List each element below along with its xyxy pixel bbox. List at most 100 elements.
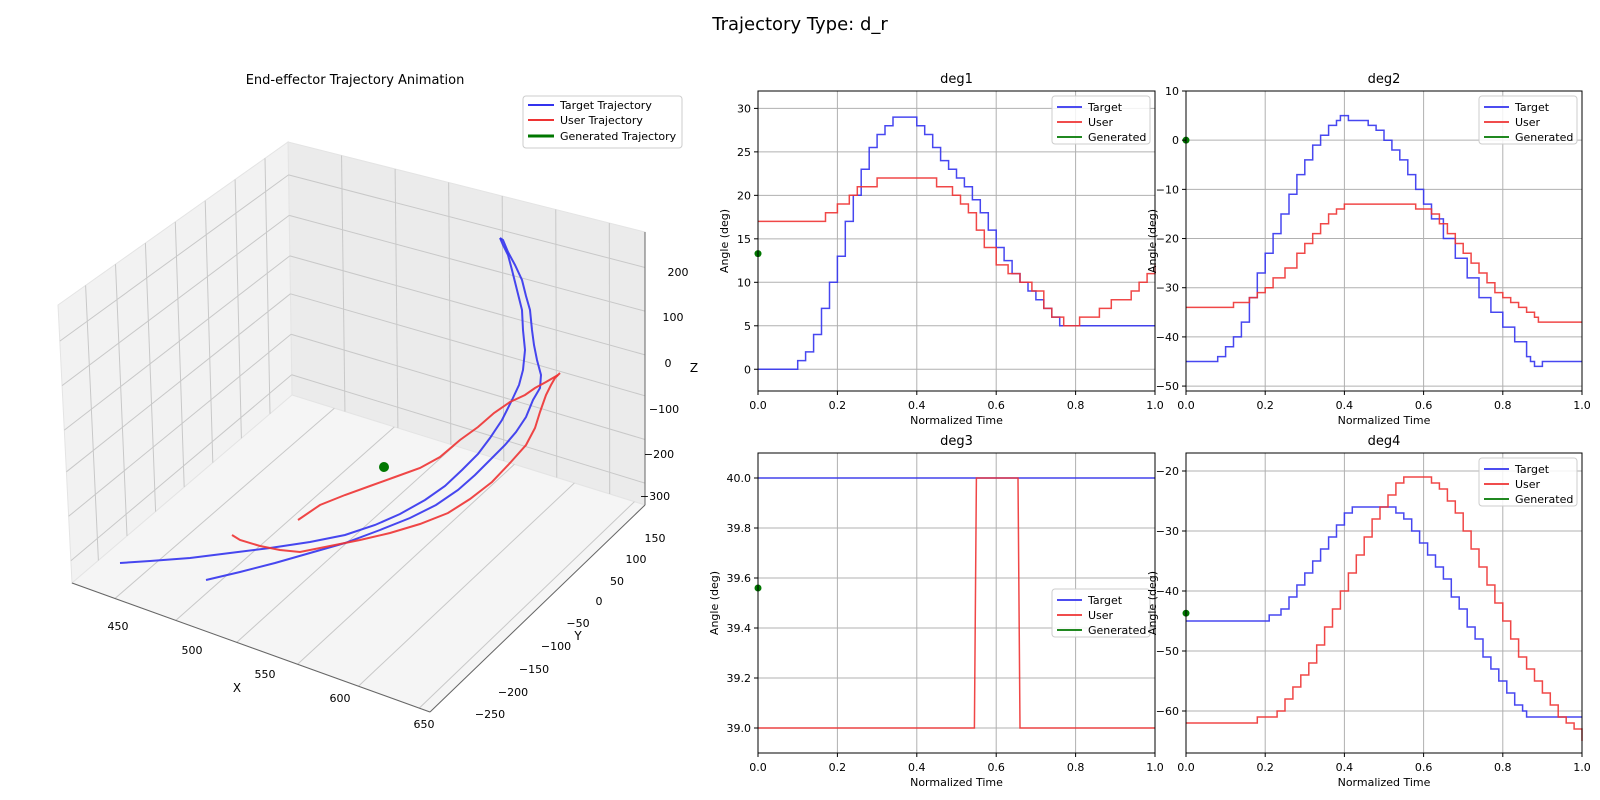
traj3d-back-gridline	[341, 155, 346, 412]
traj3d-title: End-effector Trajectory Animation	[246, 73, 465, 88]
deg2-title: deg2	[1368, 72, 1401, 87]
traj3d-floor-gridline	[297, 463, 515, 665]
traj3d-z-tick-label: −300	[640, 490, 670, 503]
deg1-x-tick-label: 0.2	[829, 399, 847, 412]
deg1-user-line	[758, 177, 1156, 327]
deg4-legend-generated: Generated	[1515, 493, 1573, 506]
traj3d-ticks: 450500550600650150100500−50−100−150−200−…	[108, 266, 689, 731]
traj3d-y-tick-label: −200	[498, 686, 528, 699]
traj3d-x-tick-label: 450	[108, 620, 129, 633]
traj3d-y-tick-label: 150	[645, 532, 666, 545]
deg2-x-tick-label: 0.8	[1494, 399, 1512, 412]
traj3d-xlabel: X	[233, 681, 241, 695]
traj3d-z-gridline-back	[288, 174, 646, 268]
traj3d-z-gridline-left	[70, 374, 293, 562]
deg2-xlabel: Normalized Time	[1338, 414, 1431, 427]
deg4-y-tick-label: −20	[1156, 465, 1179, 478]
traj3d-target-line-a	[119, 237, 527, 564]
traj3d-z-tick-label: 0	[665, 357, 672, 370]
deg4-legend-target: Target	[1514, 463, 1550, 476]
deg1-xlabel: Normalized Time	[910, 414, 1003, 427]
traj3d-z-tick-label: −200	[644, 448, 674, 461]
deg3-x-tick-label: 0.4	[908, 761, 926, 774]
traj3d-back-gridline	[448, 182, 452, 445]
traj3d-legend-user: User Trajectory	[560, 114, 643, 127]
traj3d-legend-target: Target Trajectory	[559, 99, 652, 112]
deg1-legend-box	[1051, 95, 1151, 145]
deg2-frame	[1185, 90, 1583, 392]
deg4-target-line	[1186, 506, 1582, 718]
traj3d-x-tick-label: 500	[182, 644, 203, 657]
traj3d-left-gridline	[174, 221, 185, 488]
deg2-legend: Target User Generated	[1478, 95, 1578, 145]
deg4-legend: Target User Generated	[1478, 457, 1578, 507]
deg2-legend-target: Target	[1514, 101, 1550, 114]
deg2-y-tick-label: −10	[1156, 183, 1179, 196]
deg1-y-tick-label: 25	[737, 146, 751, 159]
deg1-legend-user: User	[1088, 116, 1114, 129]
traj3d-z-gridline-left	[61, 214, 290, 387]
deg2-y-tick-label: 0	[1172, 134, 1179, 147]
deg4-legend-user: User	[1515, 478, 1541, 491]
traj3d-z-gridline-back	[290, 333, 646, 440]
traj3d-target-line-b	[205, 237, 543, 581]
deg3-user-line	[758, 477, 1155, 729]
deg4-title: deg4	[1368, 434, 1401, 449]
deg3-y-tick-label: 39.8	[727, 522, 752, 535]
deg4-y-tick-label: −50	[1156, 645, 1179, 658]
deg4-frame	[1185, 452, 1583, 754]
traj3d-y-tick-label: 50	[610, 575, 624, 588]
deg3-ylabel: Angle (deg)	[708, 571, 721, 635]
deg3-legend-user: User	[1088, 609, 1114, 622]
traj3d-zlabel: Z	[690, 361, 698, 375]
deg2-y-tick-label: −20	[1156, 233, 1179, 246]
trajectory-3d-panel: End-effector Trajectory Animation 450500…	[57, 73, 698, 731]
deg2-y-tick-label: −30	[1156, 282, 1179, 295]
deg2-y-tick-label: −40	[1156, 331, 1179, 344]
traj3d-floor-gridline	[114, 407, 335, 599]
traj3d-z-gridline-left	[68, 333, 292, 517]
deg4-y-tick-label: −60	[1156, 705, 1179, 718]
deg1-y-tick-label: 20	[737, 189, 751, 202]
deg2-x-tick-label: 0.2	[1256, 399, 1274, 412]
deg2-x-tick-label: 0.4	[1336, 399, 1354, 412]
deg1-legend-generated: Generated	[1088, 131, 1146, 144]
traj3d-user-line-a	[231, 372, 561, 554]
traj3d-z-gridline-back	[290, 293, 646, 397]
deg4-user-line	[1186, 476, 1583, 741]
deg3-y-tick-label: 39.2	[727, 672, 752, 685]
deg3-x-tick-label: 0.2	[829, 761, 847, 774]
traj3d-y-tick-label: 100	[626, 553, 647, 566]
traj3d-legend-generated: Generated Trajectory	[560, 130, 677, 143]
traj3d-left-gridline	[85, 285, 99, 561]
deg1-y-tick-label: 5	[744, 320, 751, 333]
traj3d-ylabel: Y	[573, 629, 582, 643]
deg3-y-tick-label: 39.4	[727, 622, 752, 635]
deg3-title: deg3	[940, 434, 973, 449]
traj3d-z-tick-label: 100	[663, 311, 684, 324]
traj3d-z-gridline-back	[291, 374, 646, 484]
deg3-x-tick-label: 0.8	[1067, 761, 1085, 774]
deg2-x-tick-label: 1.0	[1573, 399, 1591, 412]
traj3d-z-tick-label: −100	[649, 403, 679, 416]
traj3d-y-tick-label: 0	[596, 595, 603, 608]
deg4-x-tick-label: 0.4	[1336, 761, 1354, 774]
deg2-legend-user: User	[1515, 116, 1541, 129]
deg3-x-tick-label: 0.0	[749, 761, 767, 774]
deg4-y-tick-label: −40	[1156, 585, 1179, 598]
deg3-y-tick-label: 39.6	[727, 572, 752, 585]
traj3d-y-tick-label: −150	[519, 663, 549, 676]
traj3d-z-gridline-back	[289, 214, 646, 312]
deg4-chart: deg4 0.0 0.2 0.4 0.6 0.8 1.0 −60 −50 −40 −30 −20 Nor…	[1146, 434, 1591, 789]
deg4-x-tick-label: 0.0	[1177, 761, 1195, 774]
traj3d-z-gridline-back	[289, 255, 646, 356]
deg3-x-tick-label: 0.6	[987, 761, 1005, 774]
traj3d-left-gridline	[144, 243, 157, 512]
traj3d-y-tick-label: −100	[541, 640, 571, 653]
traj3d-left-gridline	[234, 179, 242, 439]
deg3-xlabel: Normalized Time	[910, 776, 1003, 789]
deg4-x-tick-label: 0.2	[1256, 761, 1274, 774]
traj3d-z-tick-label: 200	[668, 266, 689, 279]
deg4-xlabel: Normalized Time	[1338, 776, 1431, 789]
deg1-x-tick-label: 1.0	[1146, 399, 1164, 412]
